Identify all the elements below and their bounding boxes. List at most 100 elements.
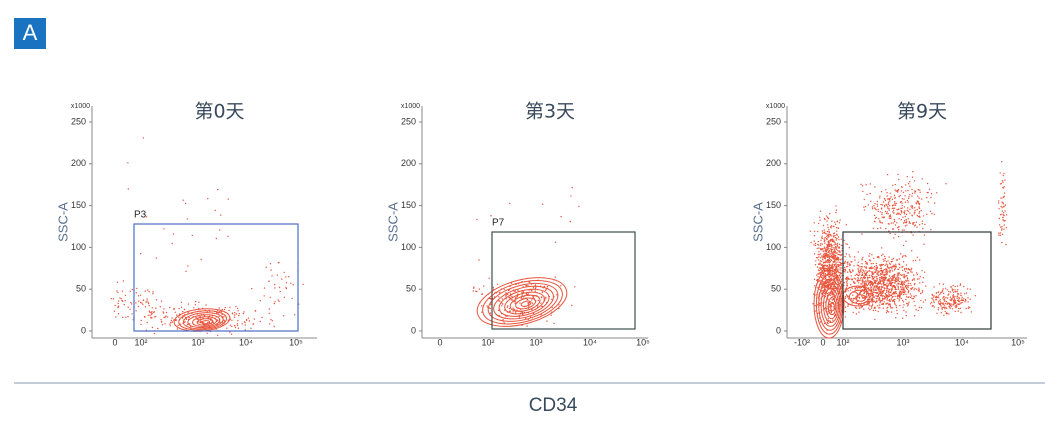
event-dot [826,271,829,273]
event-dot [1004,210,1006,212]
event-dot [924,271,926,273]
event-dot [828,292,830,294]
event-dot [947,297,949,299]
event-dot [172,233,175,235]
event-dot [914,282,916,285]
event-dot [855,307,858,310]
event-dot [948,302,950,305]
event-dot [830,289,833,291]
event-dot [925,285,927,287]
event-dot [861,266,863,268]
y-tick-label: 200 [401,158,416,168]
event-dot [875,262,878,265]
event-dot [906,220,908,222]
event-dot [855,292,857,294]
event-dot [836,245,839,247]
event-dot [969,288,971,290]
event-dot [903,206,906,208]
event-dot [498,296,500,298]
event-dot [894,197,896,199]
contour [187,314,221,329]
event-dot [820,239,822,241]
event-dot [509,296,511,299]
event-dot [476,218,478,221]
event-dot [145,301,147,303]
event-dot [860,279,862,281]
event-dot [892,276,895,279]
event-dot [906,296,908,298]
event-dot [967,301,969,303]
event-dot [553,322,555,324]
event-dot [816,247,818,250]
event-dot [877,274,880,276]
event-dot [866,263,868,265]
event-dot [835,254,837,257]
event-dot [490,303,492,306]
event-dot [896,222,898,224]
event-dot [889,197,891,200]
event-dot [481,293,483,295]
event-dot [825,238,828,240]
event-dot [824,242,826,244]
event-dot [864,260,867,263]
event-dot [822,287,824,289]
event-dot [112,298,115,300]
event-dot [147,289,149,291]
event-dot [282,315,285,317]
event-dot [956,285,959,287]
event-dot [877,286,879,288]
event-dot [830,284,832,287]
event-dot [942,303,944,306]
event-dot [127,315,129,318]
event-dot [1002,219,1004,221]
event-dot [904,275,906,278]
event-dot [949,306,951,308]
event-dot [904,225,907,227]
event-dot [922,215,925,217]
event-dot [121,290,124,292]
event-dot [828,232,830,234]
event-dot [889,192,891,194]
event-dot [847,265,849,268]
event-dot [110,298,113,300]
event-dot [873,307,875,309]
event-dot [152,291,154,293]
event-dot [821,257,824,259]
event-dot [898,258,900,260]
event-dot [831,272,833,274]
event-dot [236,324,239,327]
event-dot [911,250,913,252]
event-dot [838,247,841,249]
x-tick-label: 10⁵ [1011,337,1025,347]
event-dot [863,282,866,284]
event-dot [823,265,825,267]
event-dot [1001,226,1003,228]
event-dot [870,305,873,307]
event-dot [138,300,140,302]
event-dot [502,319,504,321]
event-dot [949,299,951,301]
event-dot [243,311,245,313]
event-dot [124,300,126,302]
event-dot [874,207,876,209]
event-dot [1001,201,1003,203]
event-dot [169,323,171,325]
event-dot [901,283,903,285]
event-dot [897,285,899,288]
event-dot [891,300,893,302]
event-dot [841,272,843,274]
event-dot [896,275,899,277]
event-dot [917,202,920,204]
event-dot [887,207,889,209]
event-dot [870,200,872,202]
event-dot [921,220,923,222]
event-dot [816,256,818,259]
event-dot [822,250,824,252]
event-dot [526,298,529,301]
contour [504,291,545,315]
event-dot [844,310,846,313]
event-dot [913,289,915,291]
event-dot [822,259,824,261]
event-dot [892,286,894,288]
event-dot [174,311,176,313]
